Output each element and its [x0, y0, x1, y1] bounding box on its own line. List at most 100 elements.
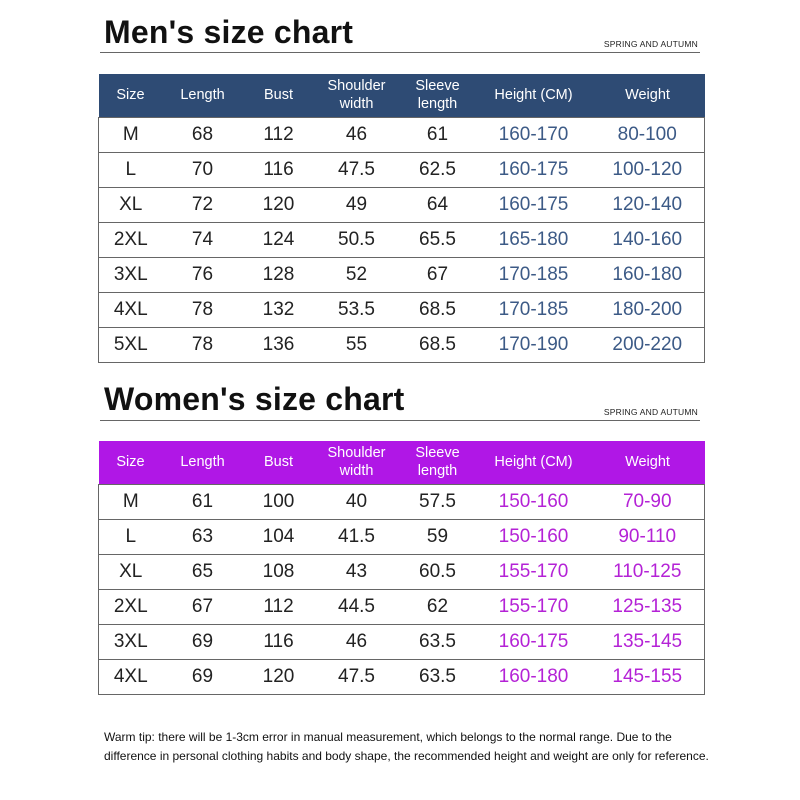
table-cell: 68 [162, 116, 243, 153]
header-sleeve-length: Sleeve length [399, 441, 477, 484]
table-cell: 41.5 [314, 518, 399, 555]
table-cell: 170-185 [476, 256, 591, 293]
table-row: M 61 100 40 57.5 150-160 70-90 [98, 483, 705, 520]
men-chart-title: Men's size chart [104, 14, 354, 50]
table-cell: 49 [314, 186, 399, 223]
table-cell: M [98, 483, 163, 520]
table-cell: 74 [162, 221, 243, 258]
table-cell: 3XL [98, 623, 163, 660]
table-cell: 120 [242, 186, 315, 223]
table-cell: 78 [162, 326, 243, 363]
table-cell: 90-110 [590, 518, 705, 555]
table-cell: 65.5 [398, 221, 477, 258]
table-row: L 70 116 47.5 62.5 160-175 100-120 [98, 151, 705, 188]
table-cell: L [98, 151, 163, 188]
table-cell: 53.5 [314, 291, 399, 328]
table-cell: 67 [162, 588, 243, 625]
table-row: L 63 104 41.5 59 150-160 90-110 [98, 518, 705, 555]
table-cell: 150-160 [476, 518, 591, 555]
table-cell: 44.5 [314, 588, 399, 625]
table-cell: 64 [398, 186, 477, 223]
table-row: XL 65 108 43 60.5 155-170 110-125 [98, 553, 705, 590]
table-cell: 160-175 [476, 151, 591, 188]
table-cell: 76 [162, 256, 243, 293]
warm-tip-note: Warm tip: there will be 1-3cm error in m… [104, 730, 709, 763]
table-cell: 65 [162, 553, 243, 590]
table-cell: 104 [242, 518, 315, 555]
table-row: 4XL 69 120 47.5 63.5 160-180 145-155 [98, 658, 705, 695]
table-cell: 128 [242, 256, 315, 293]
table-cell: 140-160 [590, 221, 705, 258]
table-cell: 46 [314, 116, 399, 153]
table-cell: 62.5 [398, 151, 477, 188]
table-cell: 2XL [98, 221, 163, 258]
header-sleeve-length: Sleeve length [399, 74, 477, 117]
table-cell: 160-180 [476, 658, 591, 695]
table-cell: 61 [398, 116, 477, 153]
table-cell: 160-180 [590, 256, 705, 293]
women-size-table: Size Length Bust Shoulder width Sleeve l… [98, 441, 705, 695]
table-cell: 160-175 [476, 623, 591, 660]
table-cell: 124 [242, 221, 315, 258]
table-cell: 68.5 [398, 326, 477, 363]
table-cell: 52 [314, 256, 399, 293]
table-cell: 80-100 [590, 116, 705, 153]
table-cell: 46 [314, 623, 399, 660]
table-cell: 112 [242, 588, 315, 625]
table-cell: 69 [162, 623, 243, 660]
header-shoulder-width-text: Shoulder width [327, 445, 386, 480]
table-cell: 78 [162, 291, 243, 328]
table-cell: 50.5 [314, 221, 399, 258]
table-cell: 59 [398, 518, 477, 555]
header-shoulder-width-text: Shoulder width [327, 78, 386, 113]
table-cell: 165-180 [476, 221, 591, 258]
women-season-tag: SPRING AND AUTUMN [603, 407, 698, 417]
table-row: 4XL 78 132 53.5 68.5 170-185 180-200 [98, 291, 705, 328]
header-sleeve-length-text: Sleeve length [415, 78, 460, 113]
table-cell: 135-145 [590, 623, 705, 660]
table-cell: 61 [162, 483, 243, 520]
table-cell: 155-170 [476, 588, 591, 625]
table-cell: 63 [162, 518, 243, 555]
table-cell: 60.5 [398, 553, 477, 590]
header-size: Size [116, 87, 145, 104]
table-row: 2XL 67 112 44.5 62 155-170 125-135 [98, 588, 705, 625]
table-cell: 63.5 [398, 623, 477, 660]
table-cell: 43 [314, 553, 399, 590]
table-cell: 170-185 [476, 291, 591, 328]
table-row: 5XL 78 136 55 68.5 170-190 200-220 [98, 326, 705, 363]
header-size: Size [116, 454, 145, 471]
table-cell: 5XL [98, 326, 163, 363]
women-title-rule [100, 420, 700, 421]
header-length: Length [180, 87, 225, 104]
table-cell: XL [98, 186, 163, 223]
table-row: 3XL 69 116 46 63.5 160-175 135-145 [98, 623, 705, 660]
men-size-table: Size Length Bust Shoulder width Sleeve l… [98, 74, 705, 363]
table-cell: 47.5 [314, 658, 399, 695]
table-cell: 3XL [98, 256, 163, 293]
table-cell: 40 [314, 483, 399, 520]
table-cell: 180-200 [590, 291, 705, 328]
men-table-header: Size Length Bust Shoulder width Sleeve l… [98, 74, 705, 117]
men-season-tag: SPRING AND AUTUMN [603, 39, 698, 49]
table-cell: 116 [242, 623, 315, 660]
table-cell: 155-170 [476, 553, 591, 590]
table-cell: 70-90 [590, 483, 705, 520]
table-cell: 112 [242, 116, 315, 153]
table-cell: 68.5 [398, 291, 477, 328]
header-sleeve-length-text: Sleeve length [415, 445, 460, 480]
women-table-header: Size Length Bust Shoulder width Sleeve l… [98, 441, 705, 484]
table-cell: 69 [162, 658, 243, 695]
header-height: Height (CM) [494, 454, 573, 471]
table-cell: 160-175 [476, 186, 591, 223]
table-cell: 125-135 [590, 588, 705, 625]
table-cell: 100-120 [590, 151, 705, 188]
header-bust: Bust [263, 87, 293, 104]
table-cell: 136 [242, 326, 315, 363]
table-cell: 160-170 [476, 116, 591, 153]
table-cell: L [98, 518, 163, 555]
header-shoulder-width: Shoulder width [315, 74, 399, 117]
table-cell: 120-140 [590, 186, 705, 223]
header-weight: Weight [625, 87, 670, 104]
table-cell: 120 [242, 658, 315, 695]
